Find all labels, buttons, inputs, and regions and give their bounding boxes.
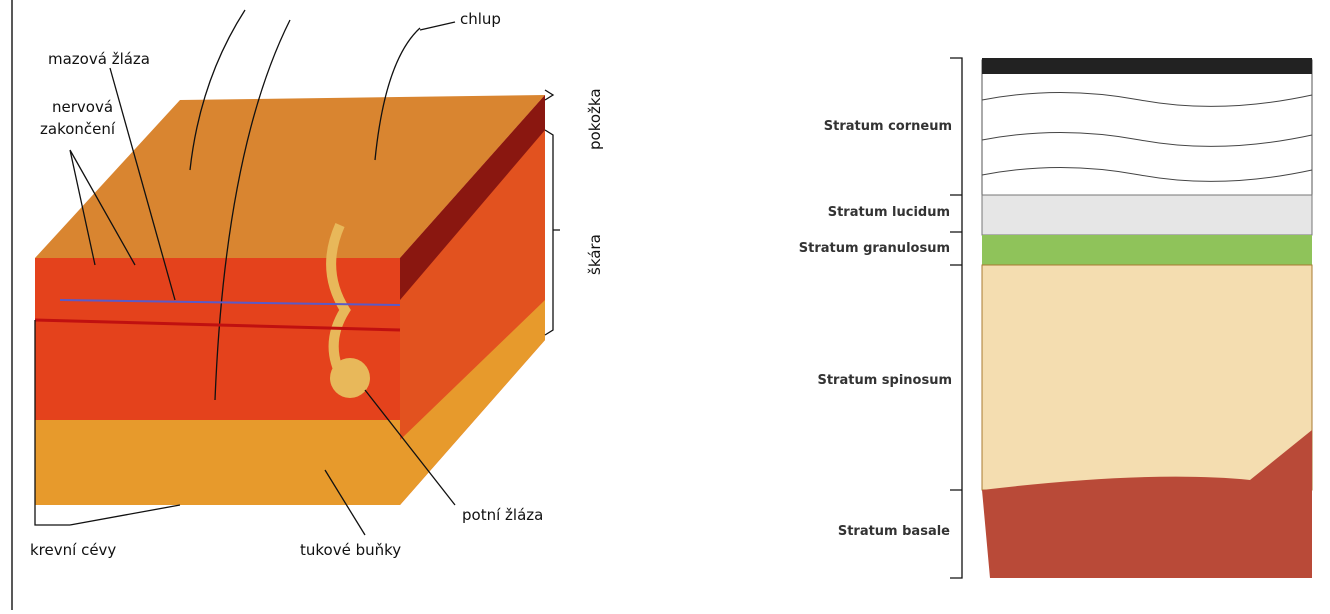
label: zakončení	[40, 120, 116, 138]
label: chlup	[460, 10, 501, 28]
bracket	[544, 89, 560, 336]
bracket	[950, 57, 963, 579]
layer-label: Stratum spinosum	[817, 373, 952, 388]
layer-label: Stratum corneum	[824, 119, 952, 134]
leader	[69, 149, 136, 266]
leader	[109, 67, 176, 301]
label: nervová	[52, 98, 113, 116]
layer-label: Stratum granulosum	[799, 241, 950, 256]
skin-block	[34, 9, 545, 505]
leader	[419, 21, 456, 31]
label: mazová žláza	[48, 50, 150, 68]
leader	[34, 320, 181, 526]
leader	[324, 469, 366, 536]
label: tukové buňky	[300, 541, 401, 559]
layers	[981, 58, 1313, 578]
label: krevní cévy	[30, 541, 116, 559]
layer-label: Stratum lucidum	[828, 205, 950, 220]
label: pokožka	[586, 88, 604, 150]
layer-label: Stratum basale	[838, 524, 950, 539]
label: škára	[586, 234, 604, 275]
leader	[364, 389, 456, 506]
label: potní žláza	[462, 506, 543, 524]
